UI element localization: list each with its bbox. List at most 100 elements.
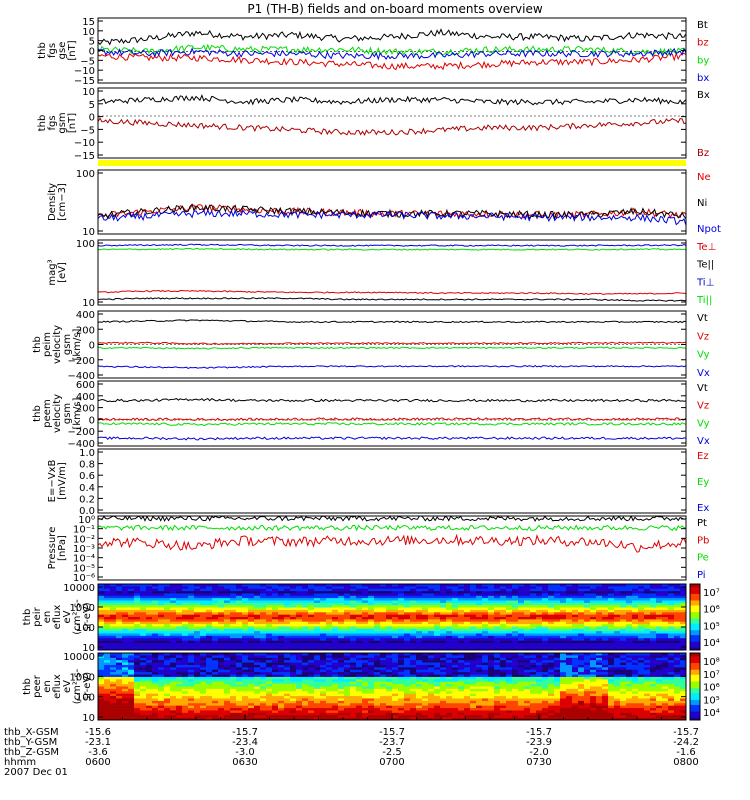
panel-density: 100 10 Density [cm−3] Ne Ni Npot: [47, 169, 721, 238]
panel-efield: 1.00.80.60.40.20.0 E=−VxB [mV/m] Ez Ey Ex: [47, 448, 709, 517]
y-axis-label: thb: [32, 336, 43, 353]
series-peim_velocity-Vt: [98, 319, 686, 324]
legend-vt: Vt: [697, 383, 708, 394]
series-fgs_gsm-Bz: [98, 117, 686, 137]
series-peim_velocity-Vz: [98, 341, 686, 345]
legend-npot: Npot: [697, 224, 721, 235]
x-row-label: thb_Z-GSM: [4, 747, 59, 758]
y-tick-label: −15: [74, 151, 95, 162]
series-peem_velocity-Vx: [98, 436, 686, 441]
legend-vz: Vz: [697, 331, 709, 342]
legend-vy: Vy: [697, 418, 710, 429]
legend-ez: Ez: [697, 451, 709, 462]
y-tick-label: 10⁻¹: [73, 525, 95, 536]
y-tick-label: 0.2: [79, 494, 95, 505]
panel-peim_velocity: 400 200 0 −200 −400 thb peim velocity gsm [km/s] V…: [32, 310, 710, 382]
y-axis-label: peer: [32, 674, 43, 698]
y-tick-label: 100: [76, 693, 95, 704]
legend-bx: bx: [697, 73, 709, 84]
y-tick-label: 0: [89, 47, 95, 58]
y-tick-label: 100: [76, 169, 95, 180]
y-tick-label: 1000: [70, 603, 95, 614]
y-axis-label: en: [42, 680, 53, 693]
series-density-Ne: [98, 204, 686, 220]
x-tick-label: -2.0: [529, 747, 549, 758]
y-axis-label: [km/s]: [72, 328, 83, 360]
y-axis-label: Density: [47, 183, 58, 221]
y-tick-label: 5: [89, 37, 95, 48]
series-pressure-Pe: [98, 524, 686, 532]
y-tick-label: 10: [82, 87, 95, 98]
y-axis-label: [nT]: [67, 40, 78, 60]
legend-bz: bz: [697, 38, 709, 49]
y-tick-label: 10: [82, 227, 95, 238]
y-axis-label: Pressure: [47, 527, 58, 570]
series-fgs_gse-by: [98, 43, 686, 56]
legend-vz: Vz: [697, 401, 709, 412]
legend-by: by: [697, 55, 709, 66]
y-axis-label: eflux: [52, 605, 63, 630]
y-axis-label: [nPa]: [57, 535, 68, 561]
y-tick-label: −5: [80, 125, 95, 136]
y-tick-label: 600: [76, 380, 95, 391]
legend-pb: Pb: [697, 535, 709, 546]
legend-pi: Pi: [697, 570, 706, 581]
x-tick-label: -15.7: [379, 727, 405, 738]
y-axis-label: [nT]: [67, 113, 78, 133]
x-tick-label: 0600: [85, 757, 110, 768]
y-axis-label: [km/s]: [72, 397, 83, 429]
y-axis-label: [cm−3]: [57, 183, 68, 221]
mode-bar: [98, 160, 686, 166]
x-tick-label: -23.7: [379, 737, 405, 748]
series-fgs_gse-bx: [98, 47, 686, 61]
legend-vx: Vx: [697, 436, 710, 447]
y-tick-label: 10000: [63, 583, 95, 594]
panel-frame: [97, 448, 687, 514]
legend-te: Te||: [696, 260, 714, 271]
y-tick-label: 0: [89, 415, 95, 426]
y-tick-label: 200: [76, 325, 95, 336]
series-peim_velocity-Vy: [98, 346, 686, 350]
series-pressure-Pb: [98, 533, 686, 553]
y-tick-label: −10: [74, 66, 95, 77]
y-tick-label: 0.8: [79, 460, 95, 471]
series-temperature-Ti: [98, 247, 686, 251]
y-tick-label: −5: [80, 56, 95, 67]
legend-vy: Vy: [697, 350, 710, 361]
series-density-Npot: [98, 209, 686, 226]
y-tick-label: 10⁻⁵: [73, 563, 95, 574]
y-axis-label: peem: [42, 399, 53, 427]
y-tick-label: 5: [89, 100, 95, 111]
y-tick-label: 1.0: [79, 448, 95, 459]
y-axis-label: gsm: [57, 112, 68, 133]
series-fgs_gsm-Bx: [98, 94, 686, 106]
y-tick-label: 10000: [63, 652, 95, 663]
series-peem_velocity-Vz: [98, 417, 686, 422]
colorbar-tick-label: 10⁷: [703, 670, 720, 681]
legend-ti: Ti⊥: [696, 277, 714, 288]
x-tick-label: -23.4: [232, 737, 258, 748]
x-tick-label: 0630: [232, 757, 257, 768]
y-tick-label: 0.6: [79, 471, 95, 482]
y-axis-label: thb: [22, 678, 33, 695]
legend-bz: Bz: [697, 148, 709, 159]
lines-fgs_gse: [98, 28, 686, 71]
y-axis-label: E=−VxB: [47, 460, 58, 503]
x-tick-label: 0800: [673, 757, 698, 768]
y-axis-label: en: [42, 611, 53, 624]
y-axis-label: eV: [62, 610, 73, 623]
y-tick-label: 0: [89, 341, 95, 352]
y-axis-label: [eV]: [57, 262, 68, 283]
panel-peir_spec: 10⁷ 10⁶ 10⁵ 10⁴ 10000 1000 100 10 thb peir en eflux…: [22, 583, 720, 654]
y-axis-label: gsm: [62, 334, 73, 355]
legend-ex: Ex: [697, 503, 709, 514]
y-axis-label: eV: [62, 680, 73, 693]
y-axis-label: gsm: [62, 403, 73, 424]
y-tick-label: 10: [82, 643, 95, 654]
colorbar-tick-label: 10⁷: [703, 588, 720, 599]
lines-fgs_gsm: [98, 94, 686, 137]
y-tick-label: 0.0: [79, 506, 95, 517]
y-tick-label: 10: [82, 27, 95, 38]
y-axis-label: sr-eV): [82, 602, 93, 631]
